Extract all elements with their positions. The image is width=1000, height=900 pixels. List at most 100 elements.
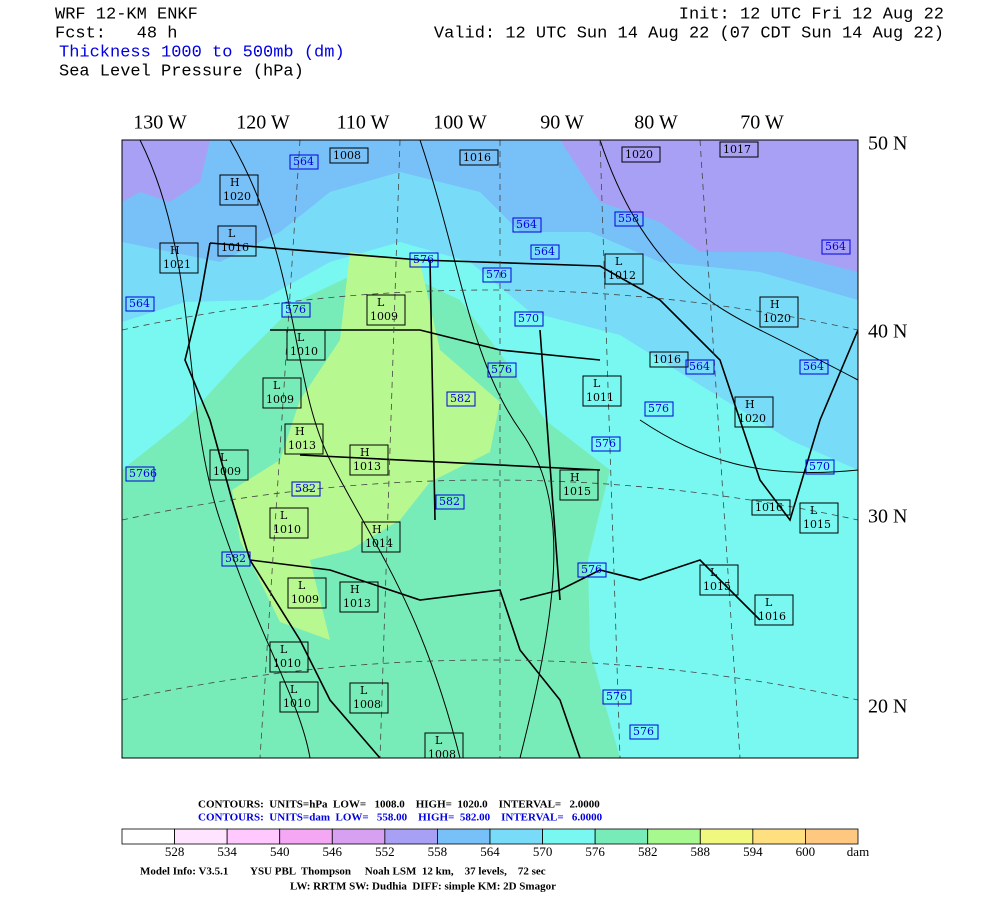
colorbar-swatch <box>805 828 859 845</box>
pressure-value: 1009 <box>291 593 319 606</box>
pressure-type: L <box>280 509 288 522</box>
lat-label: 20 N <box>868 696 907 718</box>
pressure-type: H <box>170 244 180 257</box>
pressure-type: L <box>228 227 236 240</box>
pressure-type: L <box>220 451 228 464</box>
thickness-label: 570 <box>518 312 539 325</box>
pressure-box <box>287 577 327 609</box>
pressure-box <box>217 225 257 257</box>
pressure-box <box>209 449 249 481</box>
colorbar-swatch <box>121 828 175 845</box>
thickness-label: 576 <box>633 725 654 738</box>
colorbar-label: 558 <box>428 844 448 859</box>
map: H1020L1016H1021L1009L1010L1009H1013H1013… <box>122 140 858 761</box>
thickness-box <box>125 296 155 312</box>
lon-label: 90 W <box>540 112 584 134</box>
pressure-box <box>339 581 379 613</box>
colorbar-swatch <box>331 828 386 845</box>
colorbar-label: 564 <box>480 844 500 859</box>
pressure-value: 1008 <box>353 698 381 711</box>
pressure-box <box>269 641 309 673</box>
pressure-type: L <box>280 643 288 656</box>
colorbar-unit: dam <box>847 844 869 859</box>
pressure-value: 1010 <box>283 697 311 710</box>
pressure-type: L <box>710 566 718 579</box>
thickness-label: 564 <box>516 218 537 231</box>
pressure-value: 1016 <box>758 610 786 623</box>
lon-label: 70 W <box>740 112 784 134</box>
thickness-label: 5766 <box>129 467 157 480</box>
pressure-box <box>604 253 644 285</box>
pressure-value: 1020 <box>763 312 791 325</box>
thickness-label: 564 <box>129 297 150 310</box>
thickness-label: 582 <box>295 482 316 495</box>
pressure-type: L <box>297 331 305 344</box>
thickness-label: 582 <box>450 392 471 405</box>
colorbar-swatch <box>174 828 228 845</box>
lon-label: 120 W <box>236 112 290 134</box>
pressure-type: L <box>377 296 385 309</box>
thickness-box <box>799 359 829 375</box>
thickness-box <box>629 724 659 740</box>
thickness-label: 576 <box>648 402 669 415</box>
isobar-box <box>751 499 791 516</box>
thickness-box <box>125 466 155 482</box>
pressure-box <box>219 174 259 206</box>
pressure-box <box>559 469 599 501</box>
pressure-type: H <box>372 523 382 536</box>
pressure-value: 1009 <box>266 393 294 406</box>
thickness-box <box>512 217 542 233</box>
pressure-type: H <box>770 298 780 311</box>
pressure-value: 1015 <box>803 518 831 531</box>
pressure-box <box>734 396 774 428</box>
isobar-label: 1016 <box>653 353 681 366</box>
contour-info: CONTOURS: UNITS=hPa LOW= 1008.0 HIGH= 10… <box>198 799 600 811</box>
pressure-type: L <box>360 684 368 697</box>
pressure-value: 1020 <box>738 412 766 425</box>
pressure-value: 1013 <box>343 597 371 610</box>
isobar-label: 1016 <box>463 151 491 164</box>
colorbar-swatch <box>489 828 543 845</box>
pressure-value: 1013 <box>353 460 381 473</box>
thickness-box <box>291 481 321 497</box>
pressure-box <box>799 502 839 534</box>
pressure-value: 1010 <box>273 657 301 670</box>
pressure-box <box>279 681 319 713</box>
colorbar-label: 588 <box>691 844 711 859</box>
pressure-value: 1020 <box>223 190 251 203</box>
pressure-value: 1021 <box>163 258 191 271</box>
pressure-value: 1010 <box>290 345 318 358</box>
pressure-box <box>361 521 401 553</box>
thickness-box <box>289 154 319 170</box>
pressure-value: 1008 <box>428 748 456 761</box>
pressure-box <box>286 329 326 361</box>
colorbar-swatch <box>226 828 281 845</box>
pressure-type: H <box>350 583 360 596</box>
thickness-box <box>487 362 517 378</box>
pressure-box <box>424 732 464 758</box>
colorbar-label: 534 <box>217 844 237 859</box>
lat-label: 50 N <box>868 133 907 155</box>
pressure-type: H <box>230 176 240 189</box>
colorbar-swatch <box>752 828 806 845</box>
thickness-box <box>821 239 851 255</box>
thickness-zone <box>232 252 500 640</box>
thickness-box <box>602 689 632 705</box>
map-frame <box>121 139 859 759</box>
pressure-type: L <box>615 255 623 268</box>
thickness-label: 576 <box>491 363 512 376</box>
thickness-label: 576 <box>413 253 434 266</box>
thickness-box <box>409 252 439 268</box>
graticule <box>122 140 858 758</box>
isobars <box>139 140 858 758</box>
lon-label: 80 W <box>634 112 678 134</box>
colorbar-label: 600 <box>796 844 816 859</box>
pressure-value: 1015 <box>703 580 731 593</box>
pressure-type: H <box>295 425 305 438</box>
colorbar-swatch <box>647 828 701 845</box>
pressure-value: 1012 <box>608 269 636 282</box>
thickness-box <box>281 302 311 318</box>
pressure-box <box>759 296 799 328</box>
colorbar-swatch <box>699 828 754 845</box>
colorbar-label: 576 <box>585 844 605 859</box>
